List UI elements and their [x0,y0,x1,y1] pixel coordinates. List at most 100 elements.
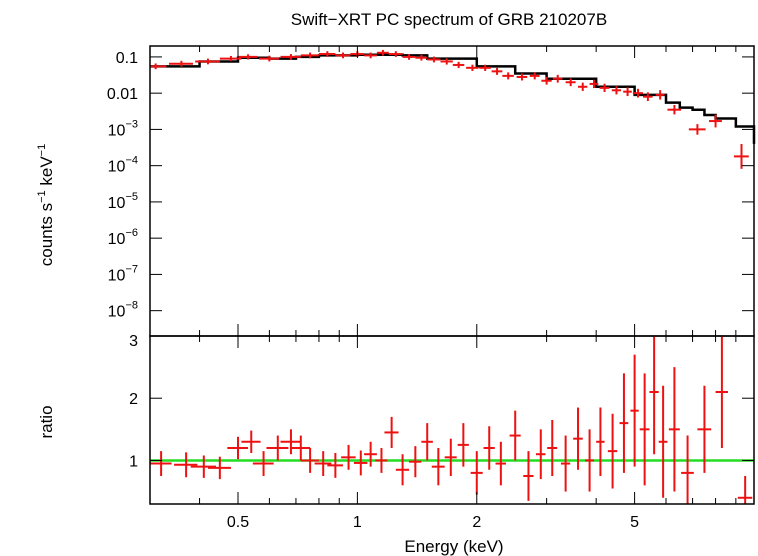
ratio-panel-frame [149,335,755,505]
ratio-point [364,441,377,467]
ratio-point [341,444,356,470]
y-tick-label: 10−5 [108,191,138,212]
data-point [632,88,644,98]
ratio-point [327,452,344,478]
y-tick-label: 10−6 [108,227,138,248]
data-point [541,76,552,85]
ratio-point [639,373,650,486]
ratio-point [668,367,680,492]
ratio-point [596,407,605,476]
ratio-point [495,441,507,486]
x-tick-label: 5 [630,514,639,531]
ratio-point [375,448,388,473]
data-points-group [150,49,749,169]
spectrum-panel: 0.1 0.01 10−3 10−4 10−5 10−6 10−7 10−8 counts s… [36,45,756,337]
ratio-point [290,435,311,461]
ratio-point [573,407,583,470]
top-axis-ticks [149,46,755,336]
ratio-point [715,336,729,448]
data-point [565,78,576,87]
ratio-point [607,413,618,489]
y-tick-label: 10−4 [108,155,138,176]
ratio-point [314,451,332,476]
ratio-point [457,423,469,467]
data-point [364,52,377,59]
ratio-point [470,451,483,495]
y-tick-label: 10−8 [108,300,138,321]
ratio-point [697,385,712,473]
data-point [479,64,491,71]
ratio-panel: 1 2 3 0.5 1 2 5 ratio Energy (keV) [37,333,755,556]
data-point [516,73,528,81]
chart-title: Swift−XRT PC spectrum of GRB 210207B [291,10,607,29]
data-point [300,52,319,59]
data-point [667,104,682,115]
data-point [733,143,749,169]
data-point [427,56,441,63]
ratio-point [421,423,433,461]
top-y-tick-labels: 0.1 0.01 10−3 10−4 10−5 10−6 10−7 10−8 [107,50,138,321]
ratio-point [395,454,410,486]
data-point [578,82,588,91]
y-axis-label-spectrum: counts s−1 keV−1 [36,144,56,266]
ratio-point [737,476,753,504]
ratio-point [649,336,659,455]
data-point [491,67,503,75]
y-tick-label: 10−3 [108,118,138,139]
ratio-point [227,436,249,460]
spectrum-panel-frame [149,45,755,337]
data-point [623,87,632,97]
y-tick-label: 2 [129,391,138,408]
data-point [376,49,389,56]
ratio-point [300,448,319,473]
ratio-point [585,429,595,492]
model-curve-group [150,53,756,144]
x-tick-label: 0.5 [227,514,249,531]
x-tick-label: 1 [353,514,362,531]
ratio-point [523,451,534,501]
ratio-points-group [150,336,753,504]
data-point [589,79,599,89]
ratio-point [444,438,457,476]
data-point [237,54,258,60]
y-tick-label: 0.1 [116,50,138,67]
data-point [502,72,514,80]
ratio-point [509,410,521,461]
data-point [259,55,280,62]
bottom-y-tick-labels: 1 2 3 [129,333,138,470]
ratio-point [353,450,368,476]
data-point [219,55,242,62]
ratio-point [560,435,571,492]
data-point [318,51,336,57]
data-point [643,92,653,102]
ratio-point [431,448,445,486]
x-tick-label: 2 [472,514,481,531]
data-point [440,58,453,65]
data-point [552,74,563,83]
ratio-point [483,426,495,470]
ratio-point [174,452,198,478]
data-point [388,51,403,57]
model-curve [150,53,756,144]
data-point [529,72,540,80]
ratio-point [681,435,694,504]
data-point [195,58,220,65]
data-point [335,52,351,59]
ratio-point [658,385,668,498]
ratio-point [535,429,546,480]
data-point [169,60,193,67]
ratio-point [630,354,639,467]
y-tick-label: 3 [129,333,138,350]
ratio-point [190,455,216,478]
data-point [452,61,465,69]
data-point [688,124,706,135]
ratio-point [252,451,274,476]
data-point [611,86,621,95]
ratio-point [619,373,629,473]
data-point [655,90,665,100]
ratio-point [266,435,289,461]
data-point [415,54,428,61]
ratio-point [150,451,172,476]
y-tick-label: 10−7 [108,263,138,284]
